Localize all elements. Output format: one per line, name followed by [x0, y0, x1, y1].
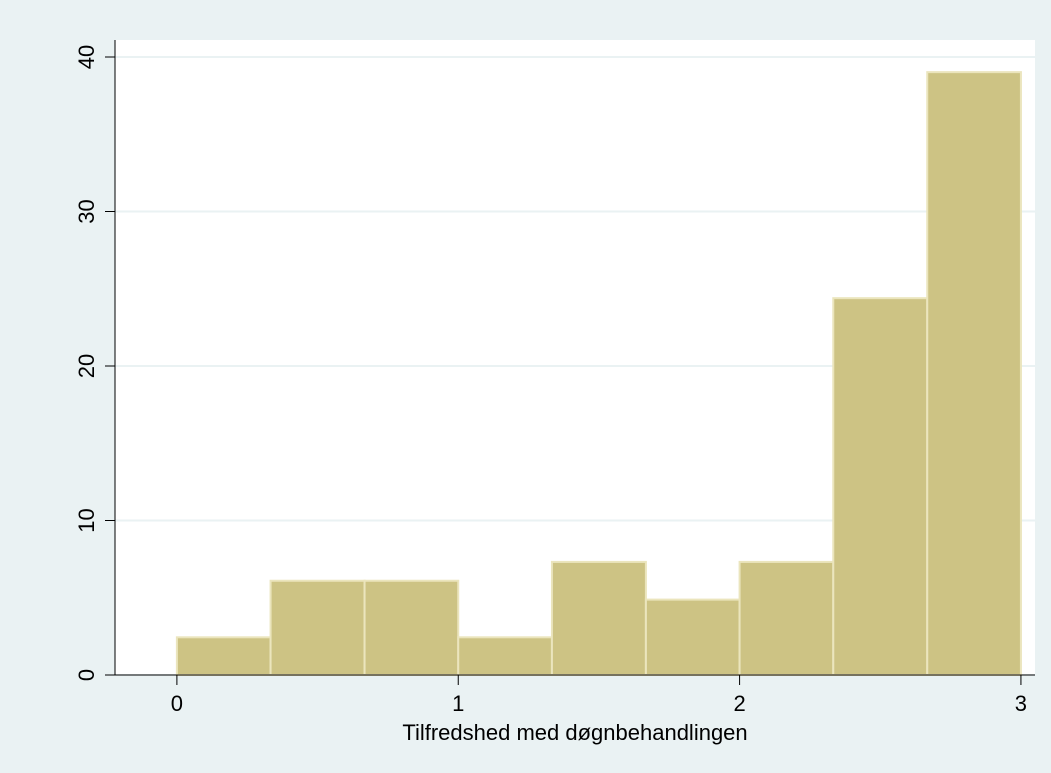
bar — [738, 560, 835, 676]
bar — [175, 636, 272, 676]
bar — [832, 297, 929, 676]
y-tick-label: 40 — [74, 45, 99, 69]
y-tick-label: 0 — [74, 669, 99, 681]
x-tick-label: 1 — [452, 691, 464, 716]
bar — [644, 598, 741, 676]
x-tick-label: 3 — [1015, 691, 1027, 716]
x-tick-label: 2 — [733, 691, 745, 716]
y-tick-label: 30 — [74, 199, 99, 223]
bar — [926, 71, 1022, 677]
x-axis-label: Tilfredshed med døgnbehandlingen — [402, 720, 747, 745]
bar — [269, 579, 366, 677]
x-tick-label: 0 — [171, 691, 183, 716]
y-tick-label: 10 — [74, 508, 99, 532]
bar — [457, 636, 553, 676]
y-tick-label: 20 — [74, 354, 99, 378]
bar — [363, 579, 460, 677]
bar — [550, 560, 647, 676]
